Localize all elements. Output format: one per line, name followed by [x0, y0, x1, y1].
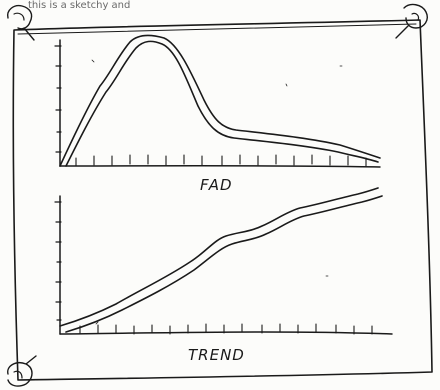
fad-x-axis: [59, 165, 381, 168]
fad-curve-outer: [59, 34, 381, 167]
trend-stray-marks: [95, 275, 329, 325]
fad-stray-marks: [91, 59, 343, 87]
fad-chart: FAD: [54, 34, 381, 194]
pushpin-top-right-icon: [395, 3, 428, 39]
trend-curve-inner: [65, 195, 383, 333]
trend-y-ticks: [54, 201, 62, 321]
cropped-header-text: this is a sketchy and: [28, 0, 130, 11]
trend-curve-outer: [59, 187, 379, 327]
fad-label: FAD: [200, 176, 233, 194]
fad-y-ticks: [54, 45, 62, 153]
sheet-border-inner: [17, 23, 417, 35]
fad-x-ticks: [75, 154, 367, 167]
sheet-border: [12, 19, 433, 381]
trend-x-ticks: [79, 323, 373, 335]
pushpin-top-left-icon: [7, 4, 35, 41]
pushpin-bottom-left-icon: [7, 355, 37, 387]
trend-x-axis: [59, 331, 393, 335]
fad-curve-inner: [65, 40, 379, 167]
trend-chart: TREND: [54, 187, 393, 364]
trend-label: TREND: [188, 346, 245, 364]
